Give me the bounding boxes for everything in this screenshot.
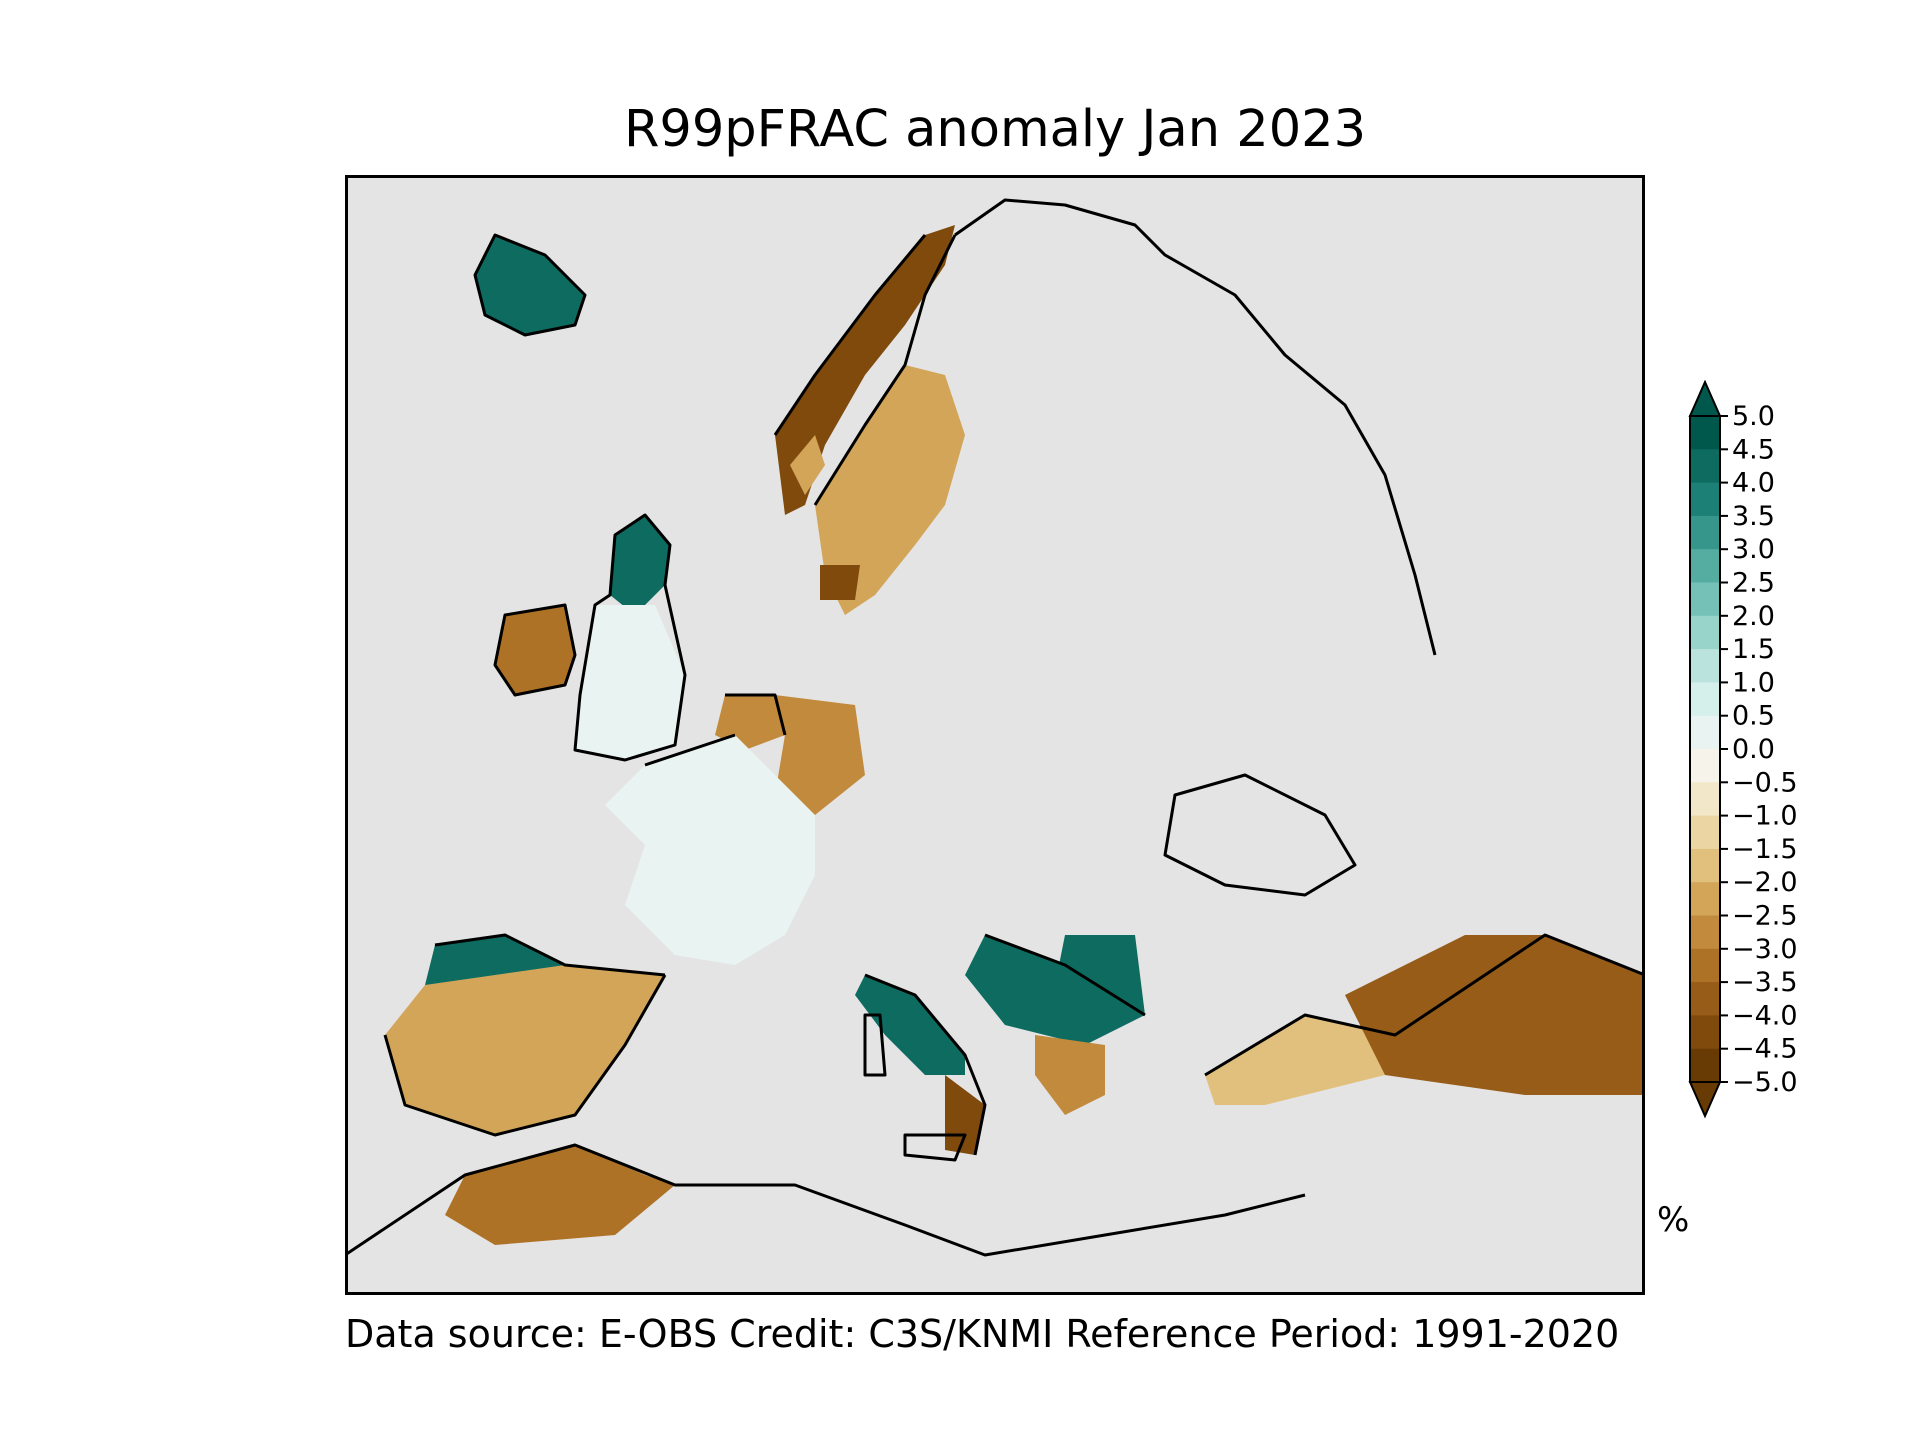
colorbar-extend-max [1688, 380, 1722, 417]
region-northern-algeria [445, 1145, 675, 1245]
colorbar-unit: % [1657, 1200, 1690, 1240]
region-western-balkans [965, 935, 1065, 1035]
colorbar-cell [1690, 848, 1720, 883]
colorbar-tick-label: 0.5 [1732, 701, 1775, 732]
colorbar-tick-label: −3.5 [1732, 967, 1798, 998]
colorbar-extend-min [1688, 1081, 1722, 1119]
colorbar-cell [1690, 815, 1720, 850]
colorbar-cell [1690, 1048, 1720, 1083]
colorbar-cell [1690, 649, 1720, 683]
colorbar-tick-label: 1.5 [1732, 634, 1775, 665]
colorbar-tick-label: −2.5 [1732, 901, 1798, 932]
coastline-ireland [493, 603, 577, 697]
region-iceland [475, 235, 585, 335]
colorbar-cell [1690, 882, 1720, 916]
colorbar-tick-label: −0.5 [1732, 767, 1798, 798]
region-scotland [610, 515, 670, 615]
colorbar-tick-label: 3.0 [1732, 534, 1775, 565]
colorbar-cell [1690, 582, 1720, 617]
coastline-great-britain [573, 513, 687, 762]
region-northern-turkey [1205, 1015, 1395, 1105]
colorbar-cell [1690, 682, 1720, 717]
map-border [345, 175, 1645, 1295]
colorbar-cell [1690, 449, 1720, 484]
region-western-germany [775, 695, 865, 815]
colorbar-cell [1690, 948, 1720, 983]
colorbar-tick-label: 4.0 [1732, 468, 1775, 499]
region-italy-apennines [855, 975, 965, 1075]
colorbar-cell [1690, 715, 1720, 750]
coastline-corsica-sardinia [863, 1013, 887, 1077]
region-southern-norway [820, 565, 860, 600]
colorbar-tick-label: 2.0 [1732, 601, 1775, 632]
colorbar-tick-label: −2.0 [1732, 867, 1798, 898]
region-northern-greece [1035, 1035, 1105, 1115]
region-france [605, 735, 815, 965]
colorbar: 5.04.54.03.53.02.52.01.51.00.50.0−0.5−1.… [1688, 380, 1798, 1119]
colorbar-tick-label: 5.0 [1732, 401, 1775, 432]
coastline-sicily [903, 1133, 967, 1162]
credits-footer: Data source: E-OBS Credit: C3S/KNMI Refe… [345, 1312, 1620, 1356]
region-norway-coastal-pockets [790, 435, 825, 495]
colorbar-tick-label: −1.5 [1732, 834, 1798, 865]
colorbar-tick-label: −5.0 [1732, 1067, 1798, 1098]
colorbar-tick-label: 4.5 [1732, 434, 1775, 465]
region-central-iberia [385, 965, 665, 1135]
colorbar-tick-label: −4.5 [1732, 1034, 1798, 1065]
region-eastern-turkey [1345, 935, 1645, 1095]
map-title: R99pFRAC anomaly Jan 2023 [623, 100, 1367, 159]
coastline-black-sea [1163, 773, 1357, 897]
colorbar-cell [1690, 982, 1720, 1016]
region-sweden-and-finland [815, 365, 965, 615]
colorbar-cell [1690, 515, 1720, 550]
region-ireland [495, 605, 575, 695]
colorbar-cell [1690, 915, 1720, 950]
colorbar-cell [1690, 549, 1720, 583]
colorbar-tick-label: −4.0 [1732, 1000, 1798, 1031]
coastline-mainland [345, 198, 1645, 1257]
region-england-and-wales [575, 605, 685, 760]
region-norway-west-coast [775, 225, 955, 515]
colorbar-cell [1690, 749, 1720, 783]
region-central-balkans [1045, 935, 1145, 1045]
coastline-iceland [473, 233, 587, 337]
colorbar-cell [1690, 416, 1720, 450]
colorbar-tick-label: −3.0 [1732, 934, 1798, 965]
colorbar-tick-label: 2.5 [1732, 568, 1775, 599]
colorbar-cell [1690, 1015, 1720, 1050]
colorbar-cell [1690, 482, 1720, 517]
colorbar-cell [1690, 782, 1720, 817]
map-panel [345, 175, 1645, 1295]
colorbar-tick-label: 0.0 [1732, 734, 1775, 765]
colorbar-tick-label: 3.5 [1732, 501, 1775, 532]
colorbar-tick-label: −1.0 [1732, 801, 1798, 832]
colorbar-tick-label: 1.0 [1732, 667, 1775, 698]
colorbar-cell [1690, 615, 1720, 650]
